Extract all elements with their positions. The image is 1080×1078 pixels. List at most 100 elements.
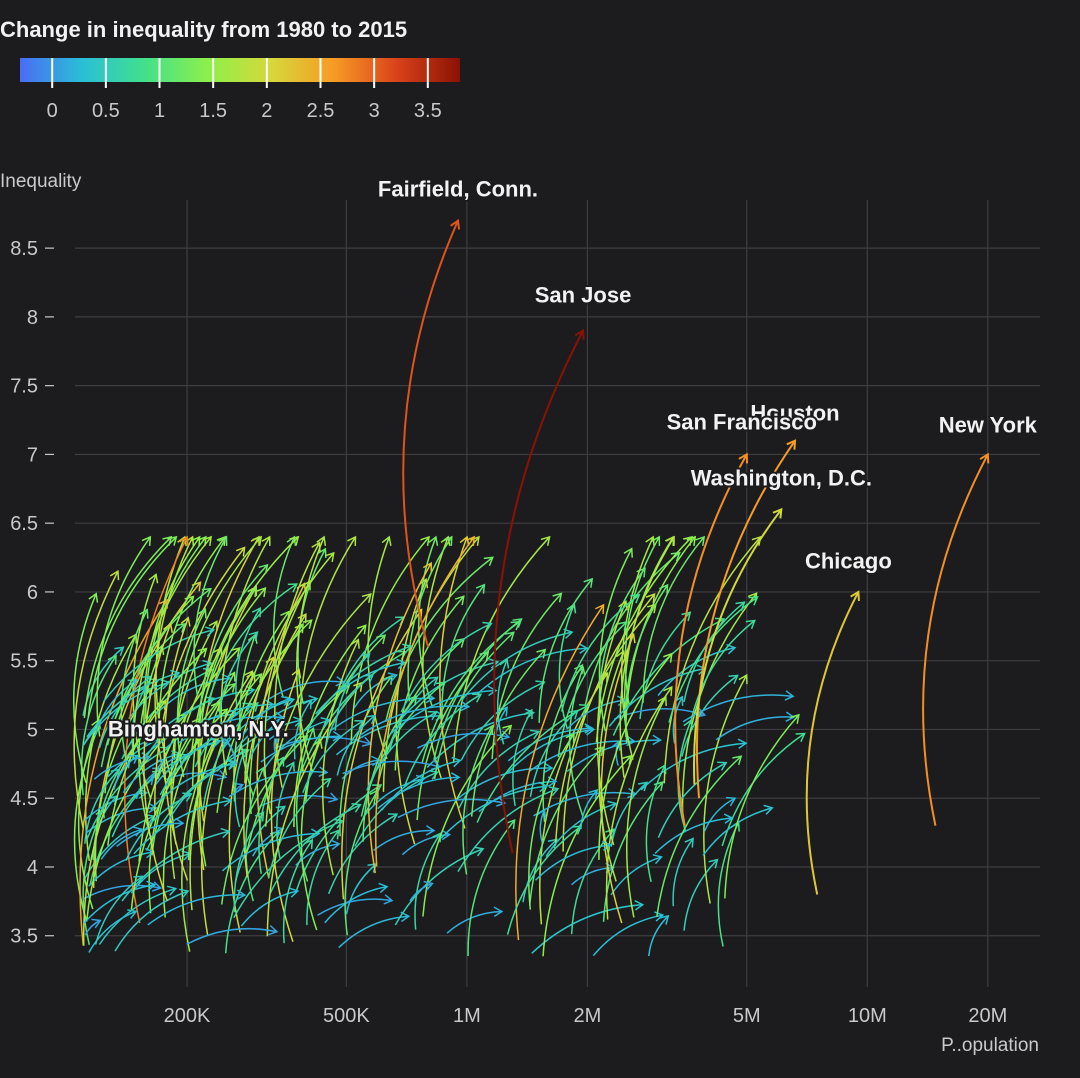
metro-label: New York <box>939 412 1038 437</box>
metro-arrow <box>181 729 221 952</box>
metro-arrow <box>123 536 188 924</box>
metro-arrow <box>545 802 617 857</box>
metro-arrow <box>624 536 660 706</box>
metro-arrow <box>155 677 231 715</box>
metro-arrow <box>458 730 540 809</box>
metro-arrow-head <box>220 827 231 839</box>
metro-arrow <box>362 695 417 842</box>
metro-arrow <box>282 839 313 944</box>
metro-arrow-head <box>422 561 433 573</box>
metro-arrow <box>467 819 516 957</box>
metro-arrow-head <box>634 899 645 911</box>
metro-arrow-head <box>529 729 541 740</box>
metro-arrow <box>462 725 493 875</box>
metro-arrow <box>176 608 206 778</box>
metro-arrow-head <box>428 676 439 686</box>
metro-arrow-head <box>236 889 247 900</box>
metro-arrow <box>388 676 439 751</box>
legend-tick-label: 0.5 <box>92 100 120 122</box>
metro-arrow-head <box>174 817 185 829</box>
metro-arrow <box>112 754 139 790</box>
metro-arrow <box>190 536 299 756</box>
metro-arrow-head <box>443 535 453 546</box>
metro-arrow <box>598 653 673 860</box>
metro-arrow-head <box>218 708 229 719</box>
metro-arrow <box>640 742 747 791</box>
metro-arrow-head <box>568 709 579 720</box>
metro-arrow <box>689 619 756 725</box>
metro-arrow <box>648 915 669 957</box>
metro-arrow-head <box>381 535 392 546</box>
axes: Inequality P..opulation 3.5 4 4.5 5 5.5 6 6.5 7… <box>0 171 1039 1056</box>
metro-arrow-head <box>335 676 346 687</box>
metro-arrow <box>221 832 320 872</box>
metro-arrow <box>83 536 172 718</box>
metro-arrow-head <box>483 556 494 567</box>
metro-arrow <box>672 838 694 907</box>
metro-arrow <box>359 705 469 737</box>
metro-arrow-head <box>552 592 563 603</box>
metro-arrow <box>681 674 739 757</box>
metro-arrow-new-york-head <box>979 452 990 464</box>
metro-arrow <box>121 668 213 760</box>
metro-arrow-head <box>218 535 228 546</box>
metro-arrow <box>702 807 773 856</box>
metro-arrow <box>619 536 675 778</box>
metro-arrow-head <box>645 592 656 604</box>
metro-arrow <box>163 617 189 881</box>
metro-arrow-head <box>177 535 187 546</box>
metro-arrow-binghamton-n-y--head <box>220 734 232 746</box>
metro-arrow <box>683 859 718 931</box>
metro-arrow <box>506 825 582 935</box>
metro-arrow-head <box>383 894 394 905</box>
metro-arrow-head <box>583 577 594 588</box>
metro-arrow <box>367 536 390 760</box>
metro-arrow <box>558 604 575 730</box>
metro-arrow <box>612 618 725 736</box>
metro-arrow-head <box>91 718 101 729</box>
metro-arrow-head <box>360 652 371 663</box>
metro-arrow <box>528 746 604 906</box>
metro-arrow <box>189 670 254 911</box>
metro-arrow <box>79 599 169 946</box>
metro-arrow-head <box>686 535 697 546</box>
metro-arrow-head <box>428 769 439 780</box>
metro-arrow <box>138 645 164 840</box>
metro-arrow <box>186 927 278 945</box>
metro-arrow <box>239 634 256 797</box>
metro-arrow <box>269 804 361 894</box>
metro-arrow-head <box>303 838 314 850</box>
legend-tick-label: 2 <box>261 100 272 122</box>
color-legend: Change in inequality from 1980 to 2015 0… <box>0 17 460 122</box>
metro-arrow-head <box>202 535 213 546</box>
metro-arrow <box>132 536 212 760</box>
metro-arrow <box>94 875 143 945</box>
metro-arrow <box>566 739 661 773</box>
y-tick-label: 6.5 <box>10 513 38 535</box>
metro-arrow-head <box>248 701 259 712</box>
metro-arrow-washington-d-c- <box>693 508 783 785</box>
metro-arrow <box>315 661 406 715</box>
metro-arrow <box>274 542 321 788</box>
metro-arrow <box>596 601 627 846</box>
x-tick-label: 20M <box>968 1005 1007 1027</box>
metro-arrow-head <box>247 586 257 598</box>
metro-arrow-head <box>428 535 439 546</box>
y-tick-label: 8 <box>27 307 38 329</box>
metro-arrow <box>82 681 170 746</box>
metro-arrow-head <box>459 535 470 546</box>
metro-arrow-head <box>665 535 675 546</box>
metro-arrow-head <box>141 535 152 546</box>
x-tick-label: 1M <box>453 1005 481 1027</box>
x-tick-label: 5M <box>733 1005 761 1027</box>
metro-arrow <box>125 793 192 861</box>
metro-arrow <box>264 719 330 769</box>
metro-arrow <box>193 536 228 697</box>
metro-arrow <box>657 762 727 838</box>
metro-arrow-head <box>440 535 451 546</box>
metro-arrow <box>96 536 151 724</box>
metro-arrow-head <box>482 621 493 632</box>
metro-arrow-head <box>584 723 594 734</box>
metro-arrow <box>595 536 693 743</box>
